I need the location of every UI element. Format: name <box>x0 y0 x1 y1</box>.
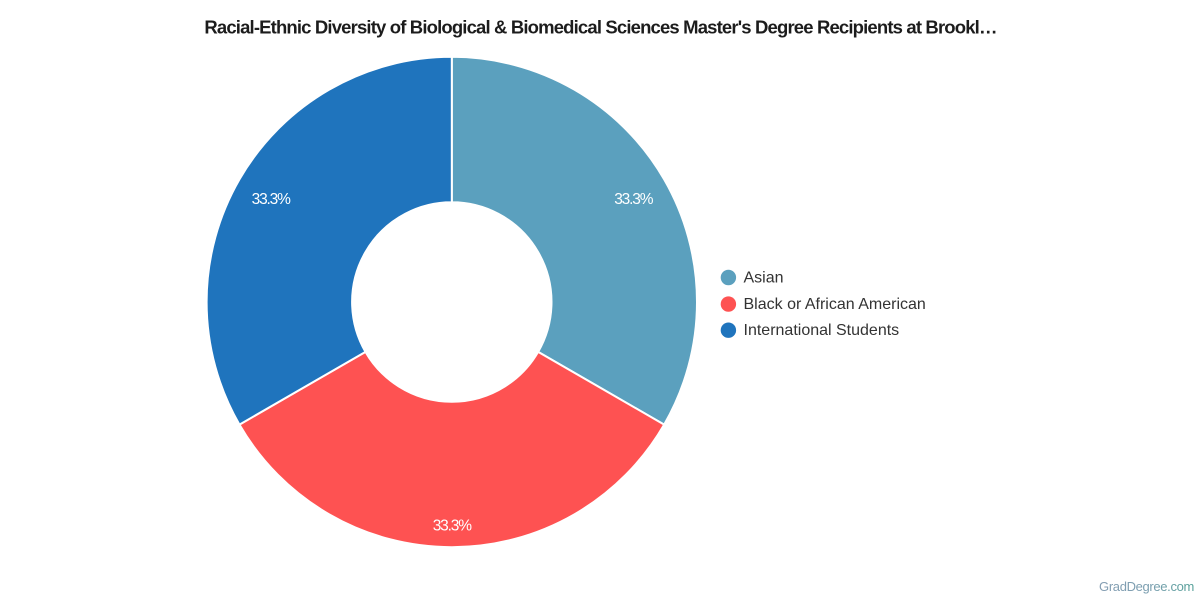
svg-text:33.3%: 33.3% <box>252 191 291 208</box>
svg-text:International Students: International Students <box>744 322 900 339</box>
svg-text:Black or African American: Black or African American <box>744 296 926 313</box>
svg-text:GradDegree.com: GradDegree.com <box>1099 579 1194 594</box>
svg-text:33.3%: 33.3% <box>614 191 653 208</box>
svg-text:Racial-Ethnic Diversity of Bio: Racial-Ethnic Diversity of Biological & … <box>204 16 996 37</box>
svg-text:Asian: Asian <box>744 269 784 286</box>
svg-text:33.3%: 33.3% <box>433 517 472 534</box>
